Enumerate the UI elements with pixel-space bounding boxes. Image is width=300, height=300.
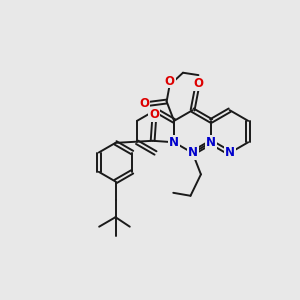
Text: N: N [225, 146, 235, 160]
Text: N: N [188, 146, 198, 160]
Text: O: O [139, 98, 149, 110]
Text: N: N [188, 146, 198, 160]
Text: O: O [194, 77, 203, 90]
Text: N: N [169, 136, 179, 149]
Text: O: O [149, 108, 159, 121]
Text: N: N [225, 146, 235, 160]
Text: N: N [206, 136, 216, 149]
Text: N: N [169, 136, 179, 149]
Text: O: O [165, 74, 175, 88]
